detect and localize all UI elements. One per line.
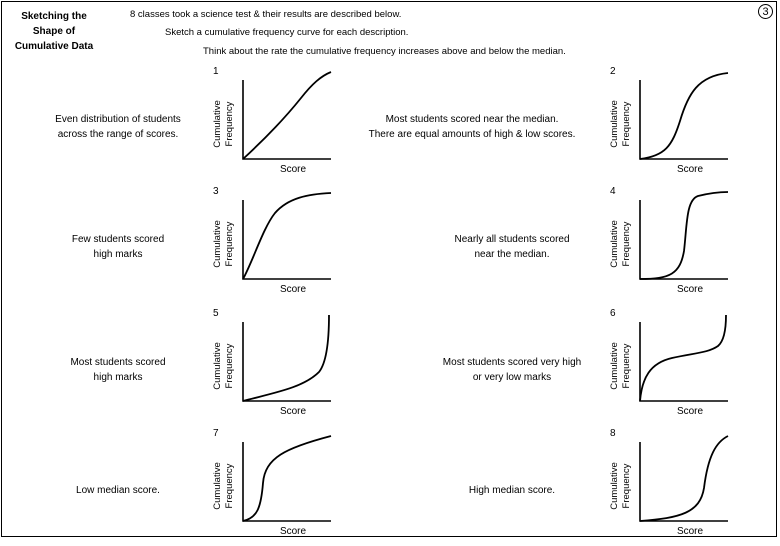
worksheet-title: Sketching the Shape of Cumulative Data	[6, 9, 102, 54]
description-line: Most students scored	[70, 357, 166, 368]
description-line: There are equal amounts of high & low sc…	[368, 129, 576, 140]
graph-panel-8: 8 Cumulative Frequency Score	[609, 428, 740, 546]
description-line: Most students scored near the median.	[385, 114, 559, 125]
panel-number: 7	[213, 428, 219, 439]
x-axis-label: Score	[279, 406, 307, 417]
description-1: Even distribution of students across the…	[38, 112, 198, 142]
graph-panel-4: 4 Cumulative Frequency Score	[609, 186, 740, 304]
description-4: Nearly all students scored near the medi…	[412, 232, 612, 262]
panel-number: 2	[610, 66, 616, 77]
cumulative-frequency-graph	[242, 314, 331, 402]
description-line: Nearly all students scored	[454, 234, 570, 245]
instruction-line-3: Think about the rate the cumulative freq…	[203, 46, 566, 57]
page-number-badge: 3	[758, 4, 773, 19]
panel-number: 5	[213, 308, 219, 319]
cumulative-frequency-curve	[242, 435, 332, 522]
axes	[242, 200, 331, 280]
description-3: Few students scored high marks	[38, 232, 198, 262]
instruction-line-1: 8 classes took a science test & their re…	[130, 9, 402, 20]
graph-panel-1: 1 Cumulative Frequency Score	[212, 66, 343, 184]
cumulative-frequency-graph	[242, 71, 332, 160]
cumulative-frequency-curve	[639, 314, 727, 402]
axes	[639, 80, 728, 160]
cumulative-frequency-graph	[639, 314, 728, 402]
x-axis-label: Score	[279, 284, 307, 295]
panel-number: 3	[213, 186, 219, 197]
x-axis-label: Score	[676, 164, 704, 175]
axes	[639, 200, 728, 280]
cumulative-frequency-curve	[242, 314, 330, 402]
title-line: Cumulative Data	[14, 41, 94, 52]
cumulative-frequency-graph	[242, 192, 332, 280]
graph-panel-3: 3 Cumulative Frequency Score	[212, 186, 343, 304]
description-line: Low median score.	[76, 485, 160, 496]
title-line: Shape of	[32, 26, 76, 37]
cumulative-frequency-curve	[639, 72, 729, 160]
graph-panel-2: 2 Cumulative Frequency Score	[609, 66, 740, 184]
cumulative-frequency-graph	[639, 191, 729, 280]
panel-number: 4	[610, 186, 616, 197]
description-line: high marks	[93, 249, 143, 260]
instruction-line-2: Sketch a cumulative frequency curve for …	[165, 27, 409, 38]
cumulative-frequency-curve	[242, 192, 332, 280]
panel-number: 1	[213, 66, 219, 77]
description-line: across the range of scores.	[57, 129, 179, 140]
panel-number: 6	[610, 308, 616, 319]
x-axis-label: Score	[279, 526, 307, 537]
axes	[639, 322, 728, 402]
cumulative-frequency-curve	[639, 191, 729, 280]
description-line: or very low marks	[472, 372, 552, 383]
description-line: high marks	[93, 372, 143, 383]
cumulative-frequency-graph	[639, 72, 729, 160]
graph-panel-5: 5 Cumulative Frequency Score	[212, 308, 343, 426]
description-line: Even distribution of students	[55, 114, 181, 125]
axes	[639, 442, 728, 522]
panel-number: 8	[610, 428, 616, 439]
description-line: Most students scored very high	[442, 357, 582, 368]
x-axis-label: Score	[676, 526, 704, 537]
description-8: High median score.	[412, 483, 612, 498]
description-line: High median score.	[468, 485, 556, 496]
cumulative-frequency-graph	[639, 435, 729, 522]
description-6: Most students scored very high or very l…	[412, 355, 612, 385]
description-line: Few students scored	[71, 234, 165, 245]
axes	[242, 442, 331, 522]
x-axis-label: Score	[676, 406, 704, 417]
description-7: Low median score.	[38, 483, 198, 498]
cumulative-frequency-curve	[242, 71, 332, 160]
x-axis-label: Score	[279, 164, 307, 175]
description-2: Most students scored near the median. Th…	[352, 112, 592, 142]
cumulative-frequency-curve	[639, 435, 729, 522]
title-line: Sketching the	[21, 11, 87, 22]
x-axis-label: Score	[676, 284, 704, 295]
description-line: near the median.	[474, 249, 550, 260]
graph-panel-6: 6 Cumulative Frequency Score	[609, 308, 740, 426]
cumulative-frequency-graph	[242, 435, 332, 522]
graph-panel-7: 7 Cumulative Frequency Score	[212, 428, 343, 546]
description-5: Most students scored high marks	[38, 355, 198, 385]
worksheet-frame	[1, 1, 777, 537]
